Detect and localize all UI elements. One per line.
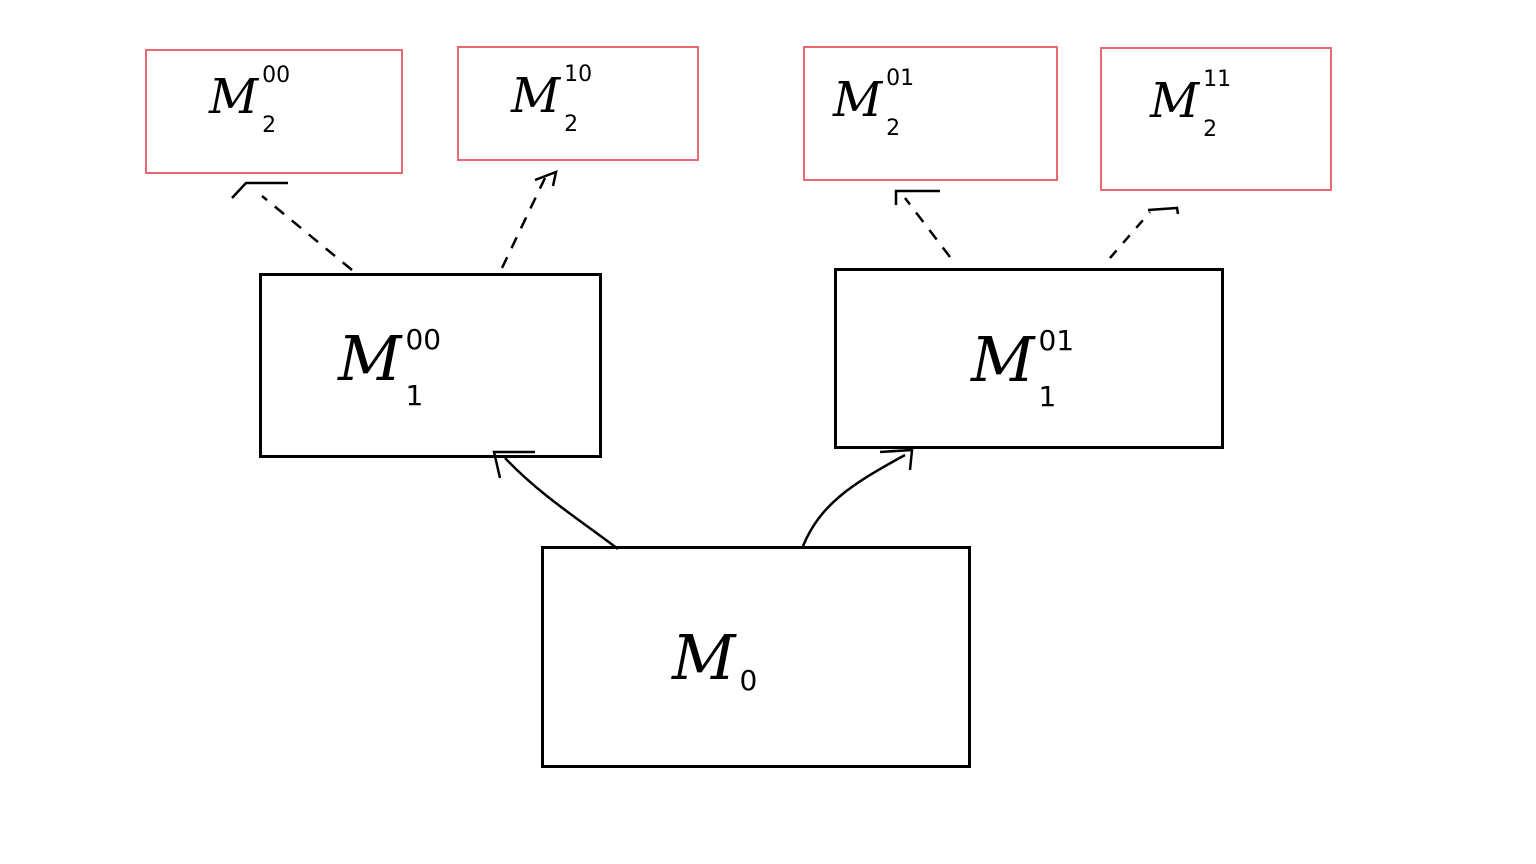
arrowhead-m1-01 [879, 448, 914, 471]
edge-root-to-m1-01 [801, 453, 906, 547]
superscript: 10 [564, 61, 593, 87]
edge-m1-00-to-m2-10 [500, 177, 547, 269]
edge-m1-01-to-m2-01 [904, 197, 951, 258]
edge-root-to-m1-00 [504, 457, 619, 550]
symbol-base: M [1150, 73, 1200, 129]
node-m1-01: M 01 1 [834, 268, 1224, 449]
arrowhead-m2-11 [1147, 206, 1180, 215]
node-m2-01-label: M 01 2 [833, 67, 914, 139]
symbol-base: M [338, 322, 402, 395]
superscript: 00 [262, 62, 291, 88]
node-m1-00: M 00 1 [259, 273, 602, 458]
node-m1-00-label: M 00 1 [338, 322, 442, 409]
subscript: 0 [739, 663, 758, 697]
arrowhead-m2-01 [894, 189, 940, 205]
edge-m1-01-to-m2-11 [1109, 211, 1151, 259]
node-m2-11-label: M 11 2 [1150, 68, 1231, 140]
node-m2-10-label: M 10 2 [511, 63, 592, 135]
subscript: 1 [405, 378, 424, 412]
node-m2-11: M 11 2 [1100, 47, 1332, 191]
symbol-base: M [672, 621, 736, 694]
subscript: 2 [1203, 116, 1218, 142]
arrowhead-m2-10 [534, 170, 558, 187]
superscript: 01 [1038, 323, 1075, 357]
symbol-base: M [511, 68, 561, 124]
node-m2-01: M 01 2 [803, 46, 1058, 181]
superscript: 11 [1203, 66, 1232, 92]
subscript: 2 [564, 111, 579, 137]
node-m2-00: M 00 2 [145, 49, 403, 174]
superscript: 01 [886, 65, 915, 91]
node-m2-00-label: M 00 2 [209, 64, 290, 136]
node-m1-01-label: M 01 1 [971, 323, 1075, 410]
arrowhead-m1-00 [492, 450, 535, 479]
symbol-base: M [833, 72, 883, 128]
edge-m1-00-to-m2-00 [261, 195, 353, 271]
node-m2-10: M 10 2 [457, 46, 699, 161]
symbol-base: M [209, 69, 259, 125]
subscript: 1 [1038, 379, 1057, 413]
subscript: 2 [262, 112, 277, 138]
symbol-base: M [971, 323, 1035, 396]
subscript: 2 [886, 115, 901, 141]
arrowhead-m2-00 [231, 181, 288, 199]
superscript: 00 [405, 322, 442, 356]
